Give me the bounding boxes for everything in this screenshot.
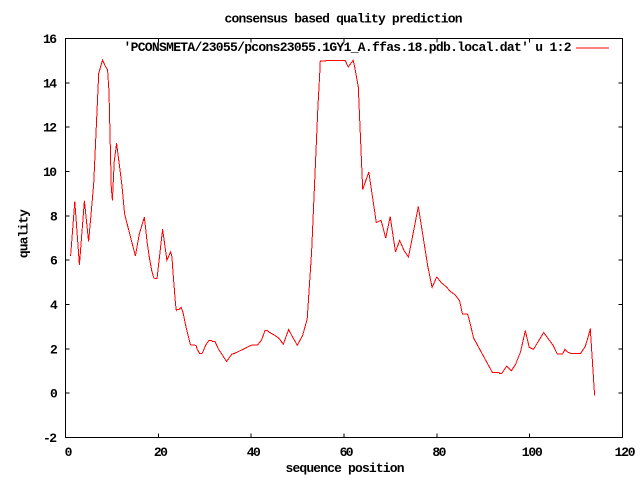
svg-text:8: 8 — [50, 209, 58, 224]
svg-text:16: 16 — [43, 32, 57, 47]
svg-text:0: 0 — [50, 387, 58, 402]
svg-text:quality: quality — [17, 209, 32, 258]
svg-text:120: 120 — [615, 445, 636, 460]
svg-text:'PCONSMETA/23055/pcons23055.1G: 'PCONSMETA/23055/pcons23055.1GY1_A.ffas.… — [124, 40, 572, 55]
svg-text:0: 0 — [65, 445, 73, 460]
svg-text:14: 14 — [43, 76, 57, 91]
svg-text:40: 40 — [247, 445, 261, 460]
svg-text:20: 20 — [154, 445, 168, 460]
svg-text:80: 80 — [432, 445, 446, 460]
svg-text:4: 4 — [50, 298, 58, 313]
svg-text:-2: -2 — [43, 431, 57, 446]
svg-text:consensus based quality predic: consensus based quality prediction — [225, 12, 463, 27]
svg-text:100: 100 — [522, 445, 543, 460]
svg-text:sequence position: sequence position — [286, 461, 405, 476]
svg-text:10: 10 — [43, 165, 57, 180]
svg-text:60: 60 — [340, 445, 354, 460]
svg-text:12: 12 — [43, 121, 57, 136]
svg-text:2: 2 — [50, 342, 58, 357]
svg-text:6: 6 — [50, 254, 58, 269]
